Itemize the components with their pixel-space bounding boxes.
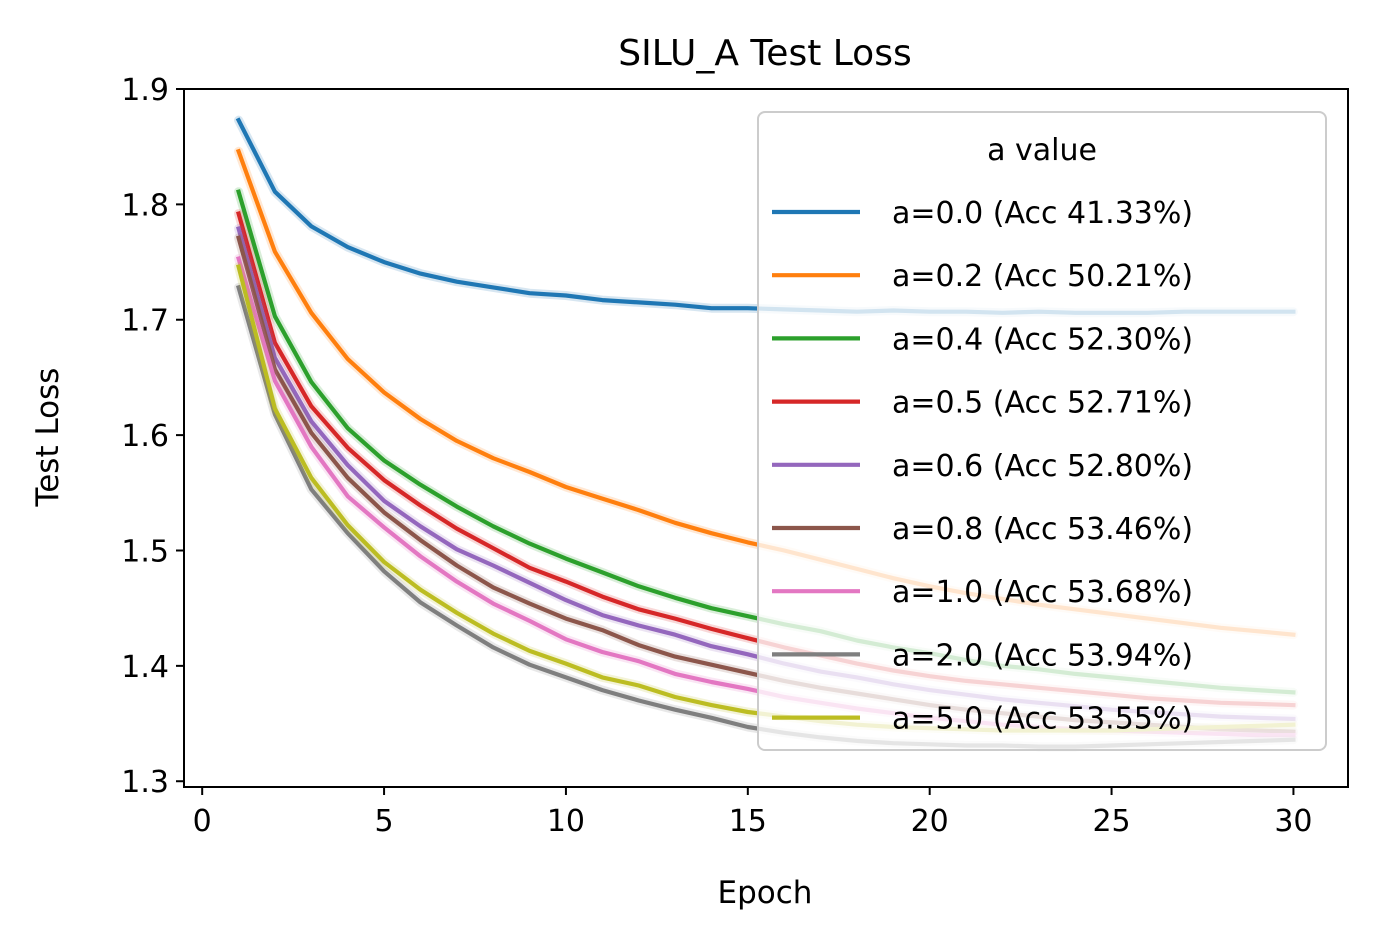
- x-tick-label-2: 10: [547, 804, 585, 839]
- x-axis-label: Epoch: [718, 875, 813, 911]
- y-tick-label-6: 1.9: [121, 73, 169, 108]
- legend-label-8: a=5.0 (Acc 53.55%): [892, 702, 1193, 737]
- y-tick-label-1: 1.4: [121, 650, 169, 685]
- legend-label-0: a=0.0 (Acc 41.33%): [892, 196, 1193, 231]
- y-axis-label: Test Loss: [30, 368, 66, 508]
- y-tick-label-3: 1.6: [121, 419, 169, 454]
- legend-label-4: a=0.6 (Acc 52.80%): [892, 449, 1193, 484]
- legend-label-1: a=0.2 (Acc 50.21%): [892, 259, 1193, 294]
- x-tick-label-6: 30: [1274, 804, 1312, 839]
- x-tick-label-5: 25: [1092, 804, 1130, 839]
- y-tick-label-0: 1.3: [121, 765, 169, 800]
- y-axis: 1.3 1.4 1.5 1.6 1.7 1.8 1.9: [121, 73, 184, 800]
- x-tick-label-3: 15: [729, 804, 767, 839]
- legend-box: [757, 111, 1327, 751]
- y-tick-label-4: 1.7: [121, 304, 169, 339]
- x-tick-label-0: 0: [193, 804, 212, 839]
- y-tick-label-5: 1.8: [121, 188, 169, 223]
- x-tick-label-4: 20: [911, 804, 949, 839]
- legend-label-6: a=1.0 (Acc 53.68%): [892, 575, 1193, 610]
- legend-label-7: a=2.0 (Acc 53.94%): [892, 638, 1193, 673]
- legend-label-3: a=0.5 (Acc 52.71%): [892, 386, 1193, 421]
- legend-label-2: a=0.4 (Acc 52.30%): [892, 322, 1193, 357]
- chart-title: SILU_A Test Loss: [618, 33, 911, 74]
- x-axis: 0 5 10 15 20 25 30: [193, 787, 1313, 839]
- legend-title: a value: [987, 133, 1097, 168]
- y-tick-label-2: 1.5: [121, 534, 169, 569]
- legend-label-5: a=0.8 (Acc 53.46%): [892, 512, 1193, 547]
- plot-frame: [183, 88, 1349, 788]
- legend: a value a=0.0 (Acc 41.33%) a=0.2 (Acc 50.2…: [757, 111, 1327, 751]
- x-tick-label-1: 5: [375, 804, 394, 839]
